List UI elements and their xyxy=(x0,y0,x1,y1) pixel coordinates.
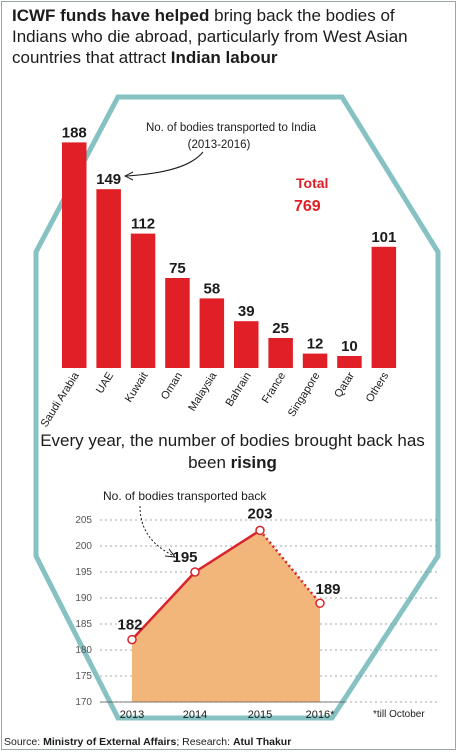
line-annotation-arrowhead xyxy=(164,548,177,558)
y-tick-label: 190 xyxy=(75,593,92,604)
bar-8 xyxy=(302,353,328,368)
point-value-label: 189 xyxy=(315,581,340,598)
bar-value-label: 101 xyxy=(371,229,396,246)
bar-annotation-arrow xyxy=(125,151,204,177)
bar-category-label: France xyxy=(260,370,288,405)
total-label: Total xyxy=(296,175,328,191)
headline-text: bring back the bodies of Indians who die… xyxy=(12,6,408,67)
x-tick-label: 2014 xyxy=(183,709,207,721)
bar-3 xyxy=(130,233,156,368)
subhead-bold: rising xyxy=(230,453,277,472)
area-fill xyxy=(132,530,320,702)
line-segment xyxy=(131,571,196,641)
point-value-label: 182 xyxy=(117,617,142,634)
y-tick-label: 180 xyxy=(75,645,92,656)
line-annotation-connector xyxy=(139,505,175,557)
bar-value-label: 75 xyxy=(169,260,186,277)
data-point xyxy=(127,634,137,645)
bar-category-label: UAE xyxy=(94,370,116,396)
bar-value-label: 112 xyxy=(131,216,155,233)
research-name: Atul Thakur xyxy=(232,736,292,748)
bar-4 xyxy=(165,278,190,368)
y-tick-label: 170 xyxy=(75,697,92,708)
bar-1 xyxy=(62,142,87,368)
data-point xyxy=(315,598,325,608)
line-chart-heading: Every year, the number of bodies brought… xyxy=(40,430,425,474)
data-point xyxy=(255,525,265,536)
bar-category-label: Kuwait xyxy=(123,370,151,404)
bar-10 xyxy=(371,246,397,368)
y-tick-label: 205 xyxy=(75,515,92,526)
bar-annotation-arrowhead xyxy=(123,171,134,181)
bar-2 xyxy=(96,189,121,368)
footnote: *till October xyxy=(373,709,425,720)
source-label: Source: xyxy=(4,736,44,748)
bar-value-label: 58 xyxy=(204,280,221,297)
bar-annotation-line2: (2013-2016) xyxy=(188,139,251,151)
bar-category-label: Malaysia xyxy=(186,369,220,413)
bar-value-label: 188 xyxy=(62,124,87,141)
subhead-text: Every year, the number of bodies brought… xyxy=(40,431,425,472)
bar-annotation-line1: No. of bodies transported to India xyxy=(146,122,317,134)
bar-9 xyxy=(337,356,362,368)
source-name: Ministry of External Affairs xyxy=(43,736,177,748)
bar-category-label: Bahrain xyxy=(224,370,254,409)
y-tick-label: 175 xyxy=(75,671,92,682)
bar-category-label: Saudi Arabia xyxy=(39,369,83,429)
bar-5 xyxy=(199,298,225,368)
x-tick-label: 2016* xyxy=(306,709,335,721)
y-tick-label: 185 xyxy=(75,619,92,630)
bar-value-label: 39 xyxy=(238,303,255,320)
line-chart: 170 175 180 185 190 195 200 205 182 195 203 189 2013… xyxy=(75,505,438,721)
headline: ICWF funds have helped bring back the bo… xyxy=(12,5,452,68)
annotations: No. of bodies transported to India (2013… xyxy=(103,122,425,720)
point-value-label: 203 xyxy=(247,505,272,522)
bar-7 xyxy=(268,338,293,368)
x-tick-label: 2015 xyxy=(248,709,272,721)
bar-category-label: Singapore xyxy=(286,370,323,419)
bar-value-label: 10 xyxy=(341,338,358,355)
bar-category-label: Qatar xyxy=(332,370,357,400)
bar-category-label: Others xyxy=(364,370,392,405)
y-tick-label: 195 xyxy=(75,567,92,578)
bar-6 xyxy=(234,321,259,368)
bar-value-label: 25 xyxy=(272,320,289,337)
bar-value-label: 12 xyxy=(307,336,324,353)
octagon-frame xyxy=(33,94,441,721)
line-annotation: No. of bodies transported back xyxy=(103,489,267,503)
source-line: Source: Ministry of External Affairs; Re… xyxy=(4,736,291,748)
bar-chart: 188 Saudi Arabia 149 UAE 112 Kuwait 75 Oman 58 Ma… xyxy=(39,124,397,429)
total-value: 769 xyxy=(294,198,321,215)
point-value-label: 195 xyxy=(172,549,197,566)
line-segment-dotted xyxy=(259,529,321,604)
bar-category-label: Oman xyxy=(159,370,185,402)
headline-bold-start: ICWF funds have helped xyxy=(12,6,210,25)
bar-value-label: 149 xyxy=(96,171,121,188)
research-label: ; Research: xyxy=(176,736,233,748)
data-point xyxy=(190,567,200,577)
headline-bold-end: Indian labour xyxy=(170,48,278,67)
y-tick-label: 200 xyxy=(75,541,92,552)
line-segment xyxy=(194,529,261,574)
x-tick-label: 2013 xyxy=(120,709,144,721)
